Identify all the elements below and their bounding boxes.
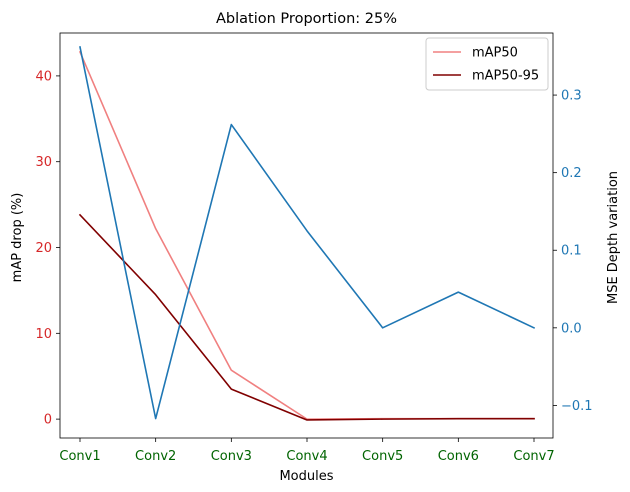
y-left-tick-label: 10 (35, 327, 52, 342)
x-tick-label: Conv5 (362, 449, 403, 464)
x-tick-label: Conv1 (59, 449, 100, 464)
y-right-tick-label: 0.0 (561, 321, 582, 336)
x-tick-label: Conv6 (438, 449, 479, 464)
series-lines (78, 46, 536, 421)
y-right-tick-label: −0.1 (561, 399, 593, 414)
y-right-tick-label: 0.3 (561, 89, 582, 104)
y-left-tick-label: 40 (35, 69, 52, 84)
series-line-mse-depth-variation (79, 46, 536, 420)
y-left-ticks: 0 10 20 30 40 (35, 69, 60, 428)
x-tick-label: Conv7 (513, 449, 554, 464)
legend: mAP50 mAP50-95 (425, 37, 549, 91)
x-axis-label: Modules (279, 469, 333, 484)
y-right-ticks: −0.1 0.0 0.1 0.2 0.3 (553, 89, 593, 414)
y-right-tick-label: 0.2 (561, 166, 582, 181)
y-left-tick-label: 30 (35, 155, 52, 170)
chart-title: Ablation Proportion: 25% (216, 11, 397, 27)
x-tick-label: Conv2 (135, 449, 176, 464)
legend-label: mAP50 (472, 46, 518, 61)
x-ticks: Conv1 Conv2 Conv3 Conv4 Conv5 Conv6 Conv7 (59, 438, 555, 464)
legend-label: mAP50-95 (472, 69, 539, 84)
y-left-tick-label: 0 (44, 413, 52, 428)
y-left-tick-label: 20 (35, 241, 52, 256)
series-line-map50-95 (78, 213, 535, 421)
legend-box (425, 37, 549, 91)
x-tick-label: Conv3 (211, 449, 252, 464)
x-tick-label: Conv4 (286, 449, 327, 464)
y-right-tick-label: 0.1 (561, 244, 582, 259)
y-left-axis-label: mAP drop (%) (10, 193, 25, 283)
y-right-axis-label: MSE Depth variation (606, 171, 621, 304)
plot-frame (59, 32, 554, 439)
